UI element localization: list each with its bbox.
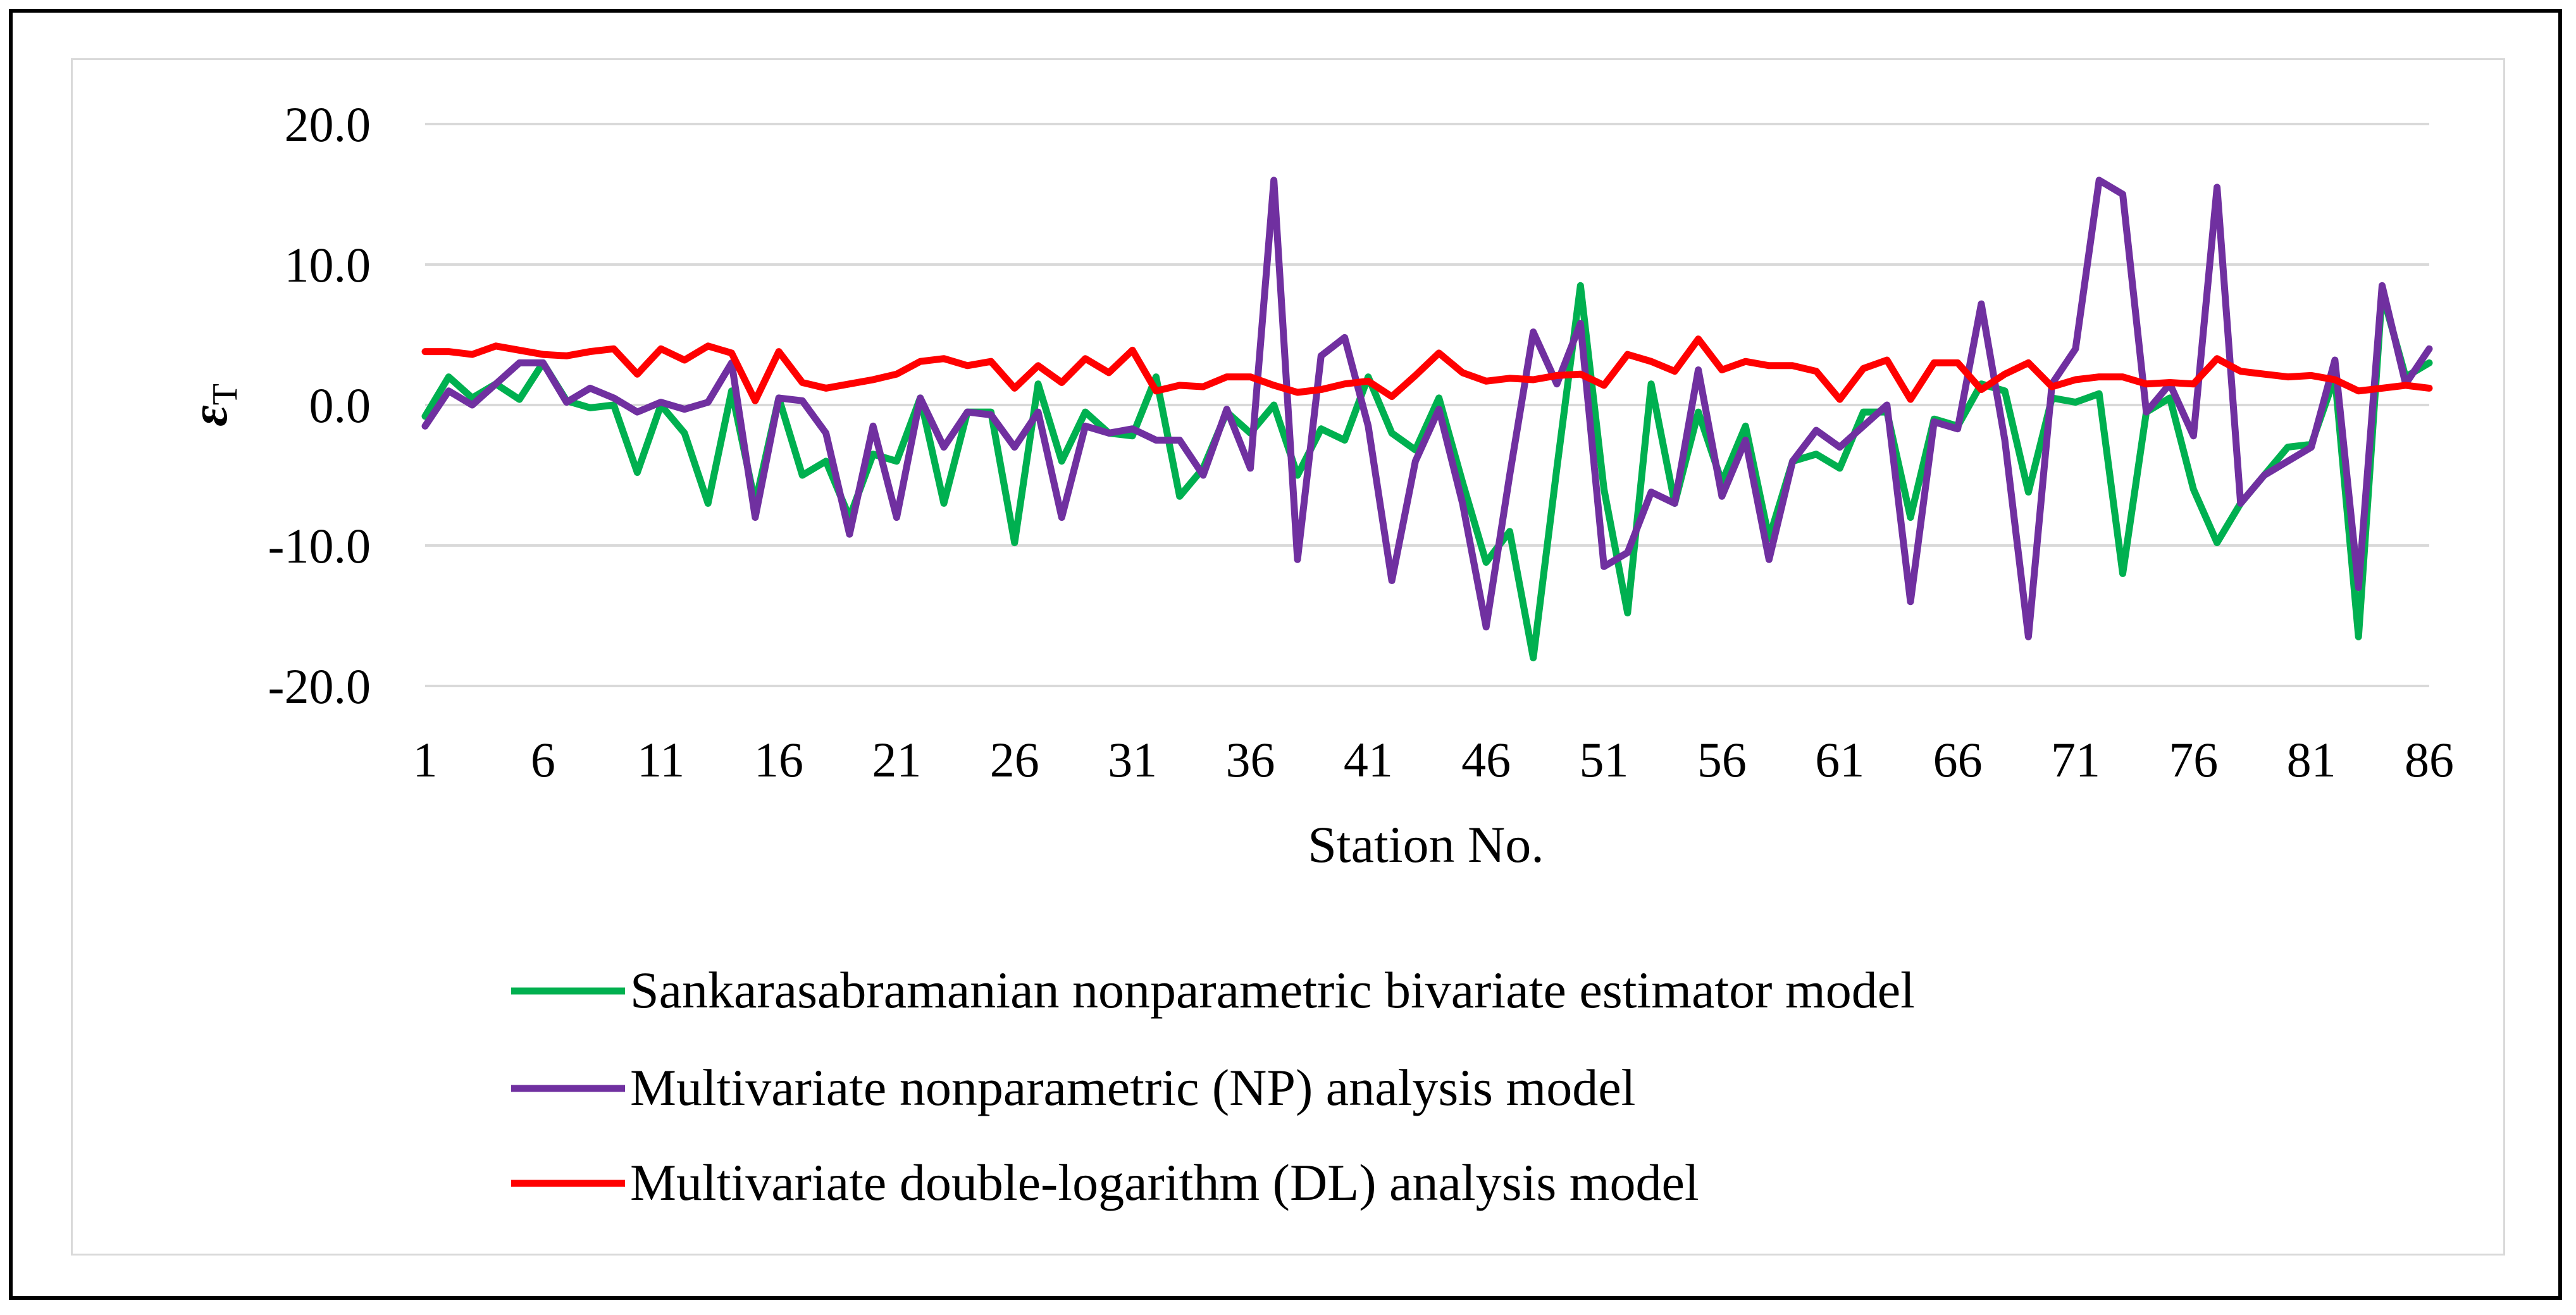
series-line-3	[421, 335, 2433, 404]
x-tick-label: 66	[1933, 732, 1983, 787]
plot-panel	[71, 58, 2505, 1256]
x-tick-label: 21	[872, 732, 921, 787]
x-tick-label: 51	[1580, 732, 1629, 787]
x-tick-label: 56	[1697, 732, 1747, 787]
series-line-1	[421, 282, 2433, 662]
x-tick-label: 86	[2405, 732, 2454, 787]
legend: Sankarasabramanian nonparametric bivaria…	[511, 961, 1915, 1211]
series-lines	[421, 177, 2433, 662]
x-tick-label: 11	[637, 732, 684, 787]
x-tick-label: 81	[2287, 732, 2336, 787]
series-line-2	[421, 177, 2433, 640]
x-tick-label: 41	[1344, 732, 1393, 787]
x-axis-title: Station No.	[1308, 816, 1544, 873]
figure-frame	[9, 9, 2562, 1300]
legend-item: Multivariate nonparametric (NP) analysis…	[511, 1059, 1635, 1116]
y-axis-title-subscript: T	[206, 383, 245, 405]
x-tick-label: 36	[1225, 732, 1275, 787]
x-tick-label: 1	[413, 732, 438, 787]
x-tick-label: 26	[990, 732, 1039, 787]
y-tick-label: 0.0	[309, 378, 371, 433]
x-tick-label: 71	[2051, 732, 2100, 787]
y-tick-label: -10.0	[268, 518, 371, 573]
svg-text:εT: εT	[180, 383, 245, 427]
y-axis-title-symbol: ε	[180, 405, 238, 427]
y-axis-title: εT	[180, 383, 245, 427]
gridlines	[425, 123, 2429, 687]
legend-item: Multivariate double-logarithm (DL) analy…	[511, 1154, 1699, 1211]
y-tick-label: 20.0	[285, 97, 371, 152]
x-tick-label: 16	[754, 732, 803, 787]
legend-label: Multivariate nonparametric (NP) analysis…	[630, 1059, 1635, 1116]
legend-label: Multivariate double-logarithm (DL) analy…	[630, 1154, 1699, 1211]
x-tick-label: 31	[1108, 732, 1157, 787]
x-tick-label: 76	[2169, 732, 2218, 787]
x-axis-ticks: 1 6 11 16 21 26 31 36 41 46 51 56 61 66 71 76 81 86	[413, 732, 2455, 787]
y-tick-label: 10.0	[285, 237, 371, 292]
x-tick-label: 61	[1815, 732, 1864, 787]
y-tick-label: -20.0	[268, 659, 371, 714]
legend-label: Sankarasabramanian nonparametric bivaria…	[630, 961, 1915, 1019]
x-tick-label: 46	[1461, 732, 1511, 787]
legend-item: Sankarasabramanian nonparametric bivaria…	[511, 961, 1915, 1019]
y-axis-ticks: 20.0 10.0 0.0 -10.0 -20.0	[268, 97, 371, 714]
x-tick-label: 6	[531, 732, 555, 787]
